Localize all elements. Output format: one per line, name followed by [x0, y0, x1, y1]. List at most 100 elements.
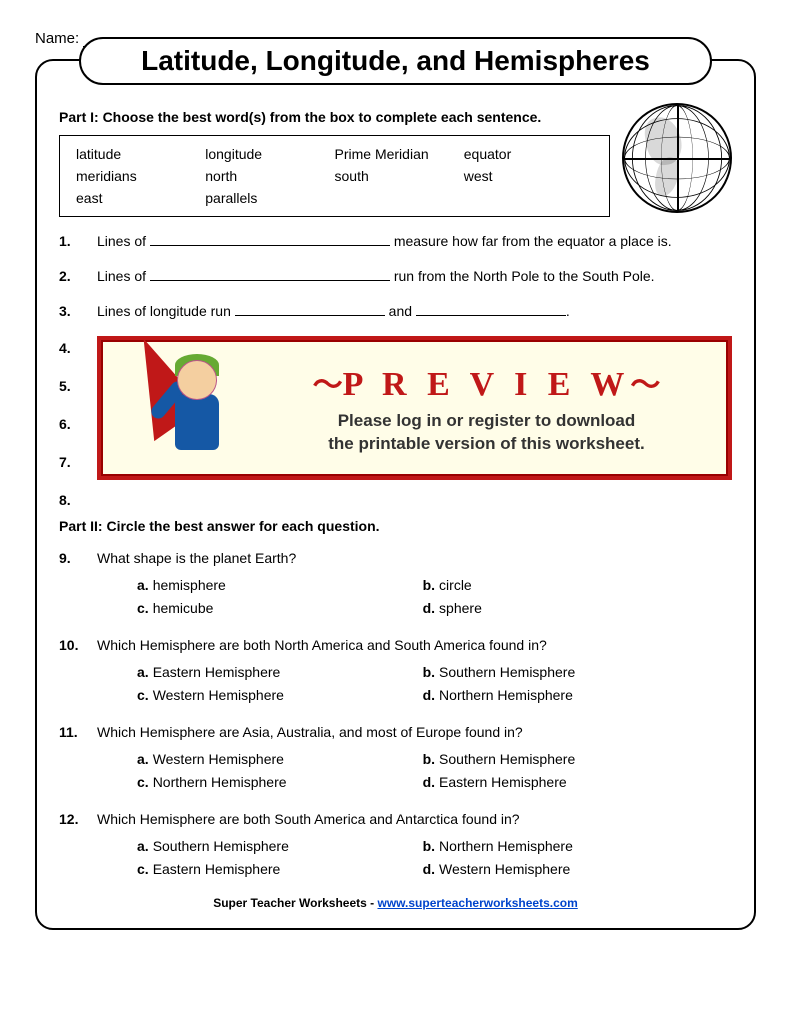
choice-label: c. [137, 600, 149, 616]
choice-label: c. [137, 861, 149, 877]
answer-blank[interactable] [150, 280, 390, 281]
choice-text: Southern Hemisphere [153, 838, 289, 854]
superhero-icon [115, 348, 245, 468]
question-post: . [566, 303, 570, 319]
question-text: What shape is the planet Earth? [97, 548, 732, 569]
choice-text: Western Hemisphere [153, 687, 284, 703]
question-text: Which Hemisphere are both South America … [97, 809, 732, 830]
question-row: 11.Which Hemisphere are Asia, Australia,… [59, 722, 732, 795]
answer-choices: a.Southern Hemisphereb.Northern Hemisphe… [137, 836, 732, 882]
question-number: 7. [59, 454, 97, 470]
word-bank-word [464, 190, 593, 206]
answer-choice[interactable]: b.circle [423, 575, 709, 596]
word-bank-word [335, 190, 464, 206]
answer-blank[interactable] [416, 315, 566, 316]
question-row: 10.Which Hemisphere are both North Ameri… [59, 635, 732, 708]
choice-label: a. [137, 838, 149, 854]
question-number: 9. [59, 550, 97, 566]
question-mid: and [385, 303, 416, 319]
question-row: 1. Lines of measure how far from the equ… [59, 231, 732, 252]
answer-choice[interactable]: a.Eastern Hemisphere [137, 662, 423, 683]
answer-choice[interactable]: b.Southern Hemisphere [423, 749, 709, 770]
question-pre: Lines of longitude run [97, 303, 235, 319]
question-post: run from the North Pole to the South Pol… [390, 268, 655, 284]
question-body: Which Hemisphere are both South America … [97, 809, 732, 882]
answer-choice[interactable]: c.hemicube [137, 598, 423, 619]
answer-choice[interactable]: a.Southern Hemisphere [137, 836, 423, 857]
question-text: Lines of longitude run and . [97, 301, 732, 322]
question-body: What shape is the planet Earth? a.hemisph… [97, 548, 732, 621]
preview-overlay-block: 4. 5. 6. 7. 8. 〜P R E V I E W〜 Please lo… [59, 336, 732, 508]
question-number: 5. [59, 378, 97, 394]
word-bank-word: Prime Meridian [335, 146, 464, 162]
question-pre: Lines of [97, 268, 150, 284]
question-number: 2. [59, 268, 97, 284]
answer-choice[interactable]: a.hemisphere [137, 575, 423, 596]
choice-label: a. [137, 577, 149, 593]
preview-subtitle: Please log in or register to download th… [259, 410, 714, 456]
question-post: measure how far from the equator a place… [390, 233, 672, 249]
footer-text: Super Teacher Worksheets - [213, 896, 377, 910]
question-number: 3. [59, 303, 97, 319]
question-number: 12. [59, 811, 97, 827]
choice-label: d. [423, 687, 435, 703]
answer-choice[interactable]: c.Northern Hemisphere [137, 772, 423, 793]
question-text: Lines of measure how far from the equato… [97, 231, 732, 252]
question-number: 11. [59, 724, 97, 740]
preview-line1: Please log in or register to download [338, 411, 636, 430]
answer-blank[interactable] [235, 315, 385, 316]
preview-title-text: P R E V I E W [343, 366, 631, 403]
answer-choice[interactable]: d.sphere [423, 598, 709, 619]
question-number: 8. [59, 492, 97, 508]
question-text: Which Hemisphere are Asia, Australia, an… [97, 722, 732, 743]
part2-heading: Part II: Circle the best answer for each… [59, 518, 732, 534]
word-bank-word: equator [464, 146, 593, 162]
choice-label: c. [137, 687, 149, 703]
answer-choice[interactable]: b.Southern Hemisphere [423, 662, 709, 683]
question-row: 9.What shape is the planet Earth? a.hemis… [59, 548, 732, 621]
word-bank-word: parallels [205, 190, 334, 206]
choice-text: Western Hemisphere [153, 751, 284, 767]
choice-text: Northern Hemisphere [439, 838, 573, 854]
answer-choices: a.hemisphereb.circlec.hemicubed.sphere [137, 575, 732, 621]
word-bank-word: latitude [76, 146, 205, 162]
question-number: 10. [59, 637, 97, 653]
answer-choices: a.Western Hemisphereb.Southern Hemispher… [137, 749, 732, 795]
worksheet-title: Latitude, Longitude, and Hemispheres [79, 37, 712, 85]
answer-choices: a.Eastern Hemisphereb.Southern Hemispher… [137, 662, 732, 708]
question-row: 12.Which Hemisphere are both South Ameri… [59, 809, 732, 882]
word-bank-word: longitude [205, 146, 334, 162]
choice-label: a. [137, 664, 149, 680]
choice-label: b. [423, 751, 435, 767]
choice-text: hemisphere [153, 577, 226, 593]
choice-label: a. [137, 751, 149, 767]
worksheet-frame: Latitude, Longitude, and Hemispheres Par… [35, 59, 756, 930]
question-pre: Lines of [97, 233, 150, 249]
word-bank-word: west [464, 168, 593, 184]
answer-choice[interactable]: c.Eastern Hemisphere [137, 859, 423, 880]
answer-choice[interactable]: b.Northern Hemisphere [423, 836, 709, 857]
answer-choice[interactable]: a.Western Hemisphere [137, 749, 423, 770]
word-bank-box: latitude longitude Prime Meridian equato… [59, 135, 610, 217]
choice-text: sphere [439, 600, 482, 616]
answer-choice[interactable]: d.Western Hemisphere [423, 859, 709, 880]
choice-text: Western Hemisphere [439, 861, 570, 877]
choice-text: hemicube [153, 600, 214, 616]
footer-link[interactable]: www.superteacherworksheets.com [377, 896, 577, 910]
answer-blank[interactable] [150, 245, 390, 246]
choice-label: b. [423, 577, 435, 593]
question-body: Which Hemisphere are Asia, Australia, an… [97, 722, 732, 795]
question-number: 6. [59, 416, 97, 432]
answer-choice[interactable]: d.Northern Hemisphere [423, 685, 709, 706]
choice-text: Eastern Hemisphere [153, 664, 281, 680]
answer-choice[interactable]: c.Western Hemisphere [137, 685, 423, 706]
question-text: Which Hemisphere are both North America … [97, 635, 732, 656]
choice-label: c. [137, 774, 149, 790]
globe-icon [622, 103, 732, 213]
choice-label: b. [423, 664, 435, 680]
footer: Super Teacher Worksheets - www.superteac… [59, 896, 732, 910]
answer-choice[interactable]: d.Eastern Hemisphere [423, 772, 709, 793]
preview-title: 〜P R E V I E W〜 [259, 360, 714, 404]
part1-heading: Part I: Choose the best word(s) from the… [59, 109, 610, 125]
preview-line2: the printable version of this worksheet. [328, 434, 644, 453]
